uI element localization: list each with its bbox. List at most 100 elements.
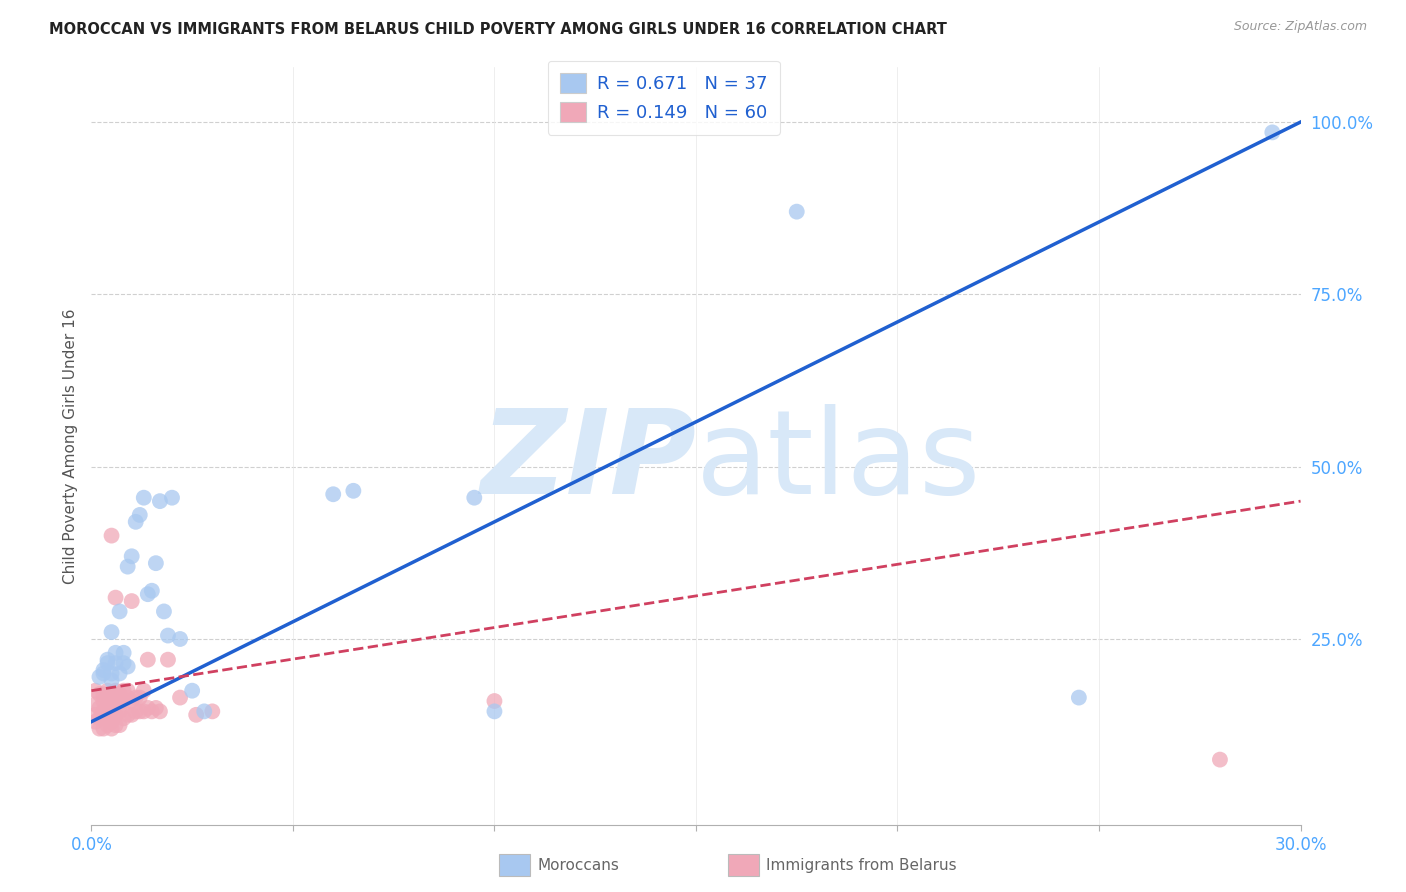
Point bbox=[1261, 125, 1284, 139]
Point bbox=[136, 587, 159, 601]
Point bbox=[104, 683, 127, 698]
Point bbox=[136, 701, 159, 715]
Point bbox=[201, 705, 224, 719]
Point bbox=[96, 683, 118, 698]
Point bbox=[89, 711, 111, 725]
Y-axis label: Child Poverty Among Girls Under 16: Child Poverty Among Girls Under 16 bbox=[62, 309, 77, 583]
Point bbox=[93, 722, 115, 736]
Point bbox=[108, 705, 131, 719]
Point bbox=[169, 632, 191, 646]
Point bbox=[93, 666, 115, 681]
Point bbox=[342, 483, 364, 498]
Point bbox=[121, 707, 143, 722]
Point bbox=[104, 707, 127, 722]
Point bbox=[108, 718, 131, 732]
Point bbox=[100, 625, 122, 640]
Point bbox=[93, 694, 115, 708]
Point bbox=[93, 663, 115, 677]
Point bbox=[1209, 753, 1232, 767]
Point bbox=[153, 604, 176, 618]
Point bbox=[93, 705, 115, 719]
Point bbox=[186, 707, 208, 722]
Point bbox=[112, 656, 135, 670]
Point bbox=[89, 701, 111, 715]
Point bbox=[117, 690, 139, 705]
Point bbox=[121, 594, 143, 608]
Point bbox=[141, 583, 163, 598]
Bar bbox=[499, 854, 530, 876]
Text: Moroccans: Moroccans bbox=[537, 858, 619, 872]
Point bbox=[104, 698, 127, 712]
Point bbox=[149, 705, 172, 719]
Point bbox=[100, 528, 122, 542]
Point bbox=[89, 687, 111, 701]
Point bbox=[117, 559, 139, 574]
Point bbox=[132, 491, 155, 505]
Point bbox=[156, 653, 179, 667]
Point bbox=[149, 494, 172, 508]
Point bbox=[96, 707, 118, 722]
Point bbox=[84, 707, 107, 722]
Point bbox=[193, 705, 215, 719]
Text: Immigrants from Belarus: Immigrants from Belarus bbox=[766, 858, 957, 872]
Point bbox=[322, 487, 344, 501]
Point bbox=[100, 698, 122, 712]
Point bbox=[169, 690, 191, 705]
Point bbox=[484, 705, 506, 719]
Point bbox=[128, 508, 150, 522]
Point bbox=[108, 687, 131, 701]
Point bbox=[84, 698, 107, 712]
Point bbox=[100, 673, 122, 688]
Point bbox=[96, 701, 118, 715]
Point bbox=[108, 694, 131, 708]
Point bbox=[100, 722, 122, 736]
Point bbox=[104, 646, 127, 660]
Point bbox=[125, 515, 148, 529]
Point bbox=[125, 705, 148, 719]
Legend: R = 0.671   N = 37, R = 0.149   N = 60: R = 0.671 N = 37, R = 0.149 N = 60 bbox=[548, 61, 780, 135]
Text: Source: ZipAtlas.com: Source: ZipAtlas.com bbox=[1233, 20, 1367, 33]
Point bbox=[96, 653, 118, 667]
Point bbox=[121, 549, 143, 564]
Point bbox=[100, 690, 122, 705]
Point bbox=[100, 714, 122, 729]
Point bbox=[156, 629, 179, 643]
Bar bbox=[728, 854, 759, 876]
Point bbox=[141, 705, 163, 719]
Point bbox=[121, 694, 143, 708]
Point bbox=[104, 718, 127, 732]
Point bbox=[84, 714, 107, 729]
Text: ZIP: ZIP bbox=[479, 404, 696, 518]
Point bbox=[117, 707, 139, 722]
Point bbox=[463, 491, 485, 505]
Point bbox=[128, 690, 150, 705]
Point bbox=[117, 683, 139, 698]
Point bbox=[484, 694, 506, 708]
Text: atlas: atlas bbox=[696, 404, 981, 518]
Point bbox=[786, 204, 808, 219]
Point bbox=[160, 491, 183, 505]
Point bbox=[117, 659, 139, 673]
Point bbox=[108, 604, 131, 618]
Point bbox=[112, 694, 135, 708]
Point bbox=[128, 705, 150, 719]
Point bbox=[89, 670, 111, 684]
Point bbox=[84, 683, 107, 698]
Point bbox=[96, 690, 118, 705]
Point bbox=[132, 705, 155, 719]
Point bbox=[136, 653, 159, 667]
Point bbox=[112, 646, 135, 660]
Point bbox=[100, 705, 122, 719]
Point bbox=[89, 722, 111, 736]
Point bbox=[96, 656, 118, 670]
Point bbox=[112, 711, 135, 725]
Point bbox=[104, 656, 127, 670]
Point bbox=[112, 683, 135, 698]
Point bbox=[108, 666, 131, 681]
Point bbox=[125, 690, 148, 705]
Point bbox=[1067, 690, 1090, 705]
Point bbox=[104, 591, 127, 605]
Point bbox=[104, 690, 127, 705]
Text: MOROCCAN VS IMMIGRANTS FROM BELARUS CHILD POVERTY AMONG GIRLS UNDER 16 CORRELATI: MOROCCAN VS IMMIGRANTS FROM BELARUS CHIL… bbox=[49, 22, 948, 37]
Point bbox=[93, 711, 115, 725]
